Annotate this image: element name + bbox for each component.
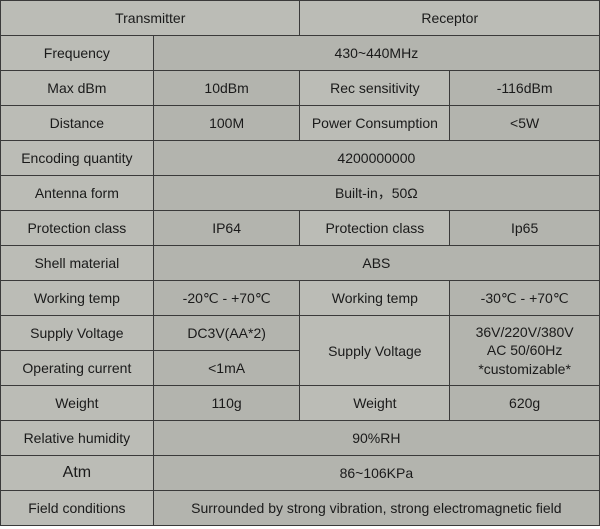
label-shell: Shell material (1, 246, 154, 281)
value-rec-sensitivity: -116dBm (450, 71, 600, 106)
label-humidity: Relative humidity (1, 421, 154, 456)
label-weight-rx: Weight (300, 386, 450, 421)
header-transmitter: Transmitter (1, 1, 300, 36)
label-frequency: Frequency (1, 36, 154, 71)
label-rec-sensitivity: Rec sensitivity (300, 71, 450, 106)
value-field-conditions: Surrounded by strong vibration, strong e… (153, 491, 599, 526)
value-supply-voltage-tx: DC3V(AA*2) (153, 316, 300, 351)
value-max-dbm: 10dBm (153, 71, 300, 106)
label-protection-tx: Protection class (1, 211, 154, 246)
value-protection-rx: Ip65 (450, 211, 600, 246)
label-weight-tx: Weight (1, 386, 154, 421)
value-operating-current: <1mA (153, 351, 300, 386)
value-distance: 100M (153, 106, 300, 141)
value-encoding: 4200000000 (153, 141, 599, 176)
label-operating-current: Operating current (1, 351, 154, 386)
value-working-temp-rx: -30℃ - +70℃ (450, 281, 600, 316)
label-power-consumption: Power Consumption (300, 106, 450, 141)
label-distance: Distance (1, 106, 154, 141)
value-supply-voltage-rx: 36V/220V/380VAC 50/60Hz*customizable* (450, 316, 600, 386)
label-field-conditions: Field conditions (1, 491, 154, 526)
value-weight-tx: 110g (153, 386, 300, 421)
label-supply-voltage-tx: Supply Voltage (1, 316, 154, 351)
label-working-temp-rx: Working temp (300, 281, 450, 316)
value-weight-rx: 620g (450, 386, 600, 421)
value-humidity: 90%RH (153, 421, 599, 456)
label-encoding: Encoding quantity (1, 141, 154, 176)
header-receptor: Receptor (300, 1, 600, 36)
value-working-temp-tx: -20℃ - +70℃ (153, 281, 300, 316)
specification-table: Transmitter Receptor Frequency 430~440MH… (0, 0, 600, 526)
value-antenna: Built-in，50Ω (153, 176, 599, 211)
value-frequency: 430~440MHz (153, 36, 599, 71)
value-protection-tx: IP64 (153, 211, 300, 246)
label-antenna: Antenna form (1, 176, 154, 211)
label-protection-rx: Protection class (300, 211, 450, 246)
value-power-consumption: <5W (450, 106, 600, 141)
value-atm: 86~106KPa (153, 456, 599, 491)
label-atm: Atm (1, 456, 154, 491)
label-supply-voltage-rx: Supply Voltage (300, 316, 450, 386)
label-max-dbm: Max dBm (1, 71, 154, 106)
label-working-temp-tx: Working temp (1, 281, 154, 316)
value-shell: ABS (153, 246, 599, 281)
